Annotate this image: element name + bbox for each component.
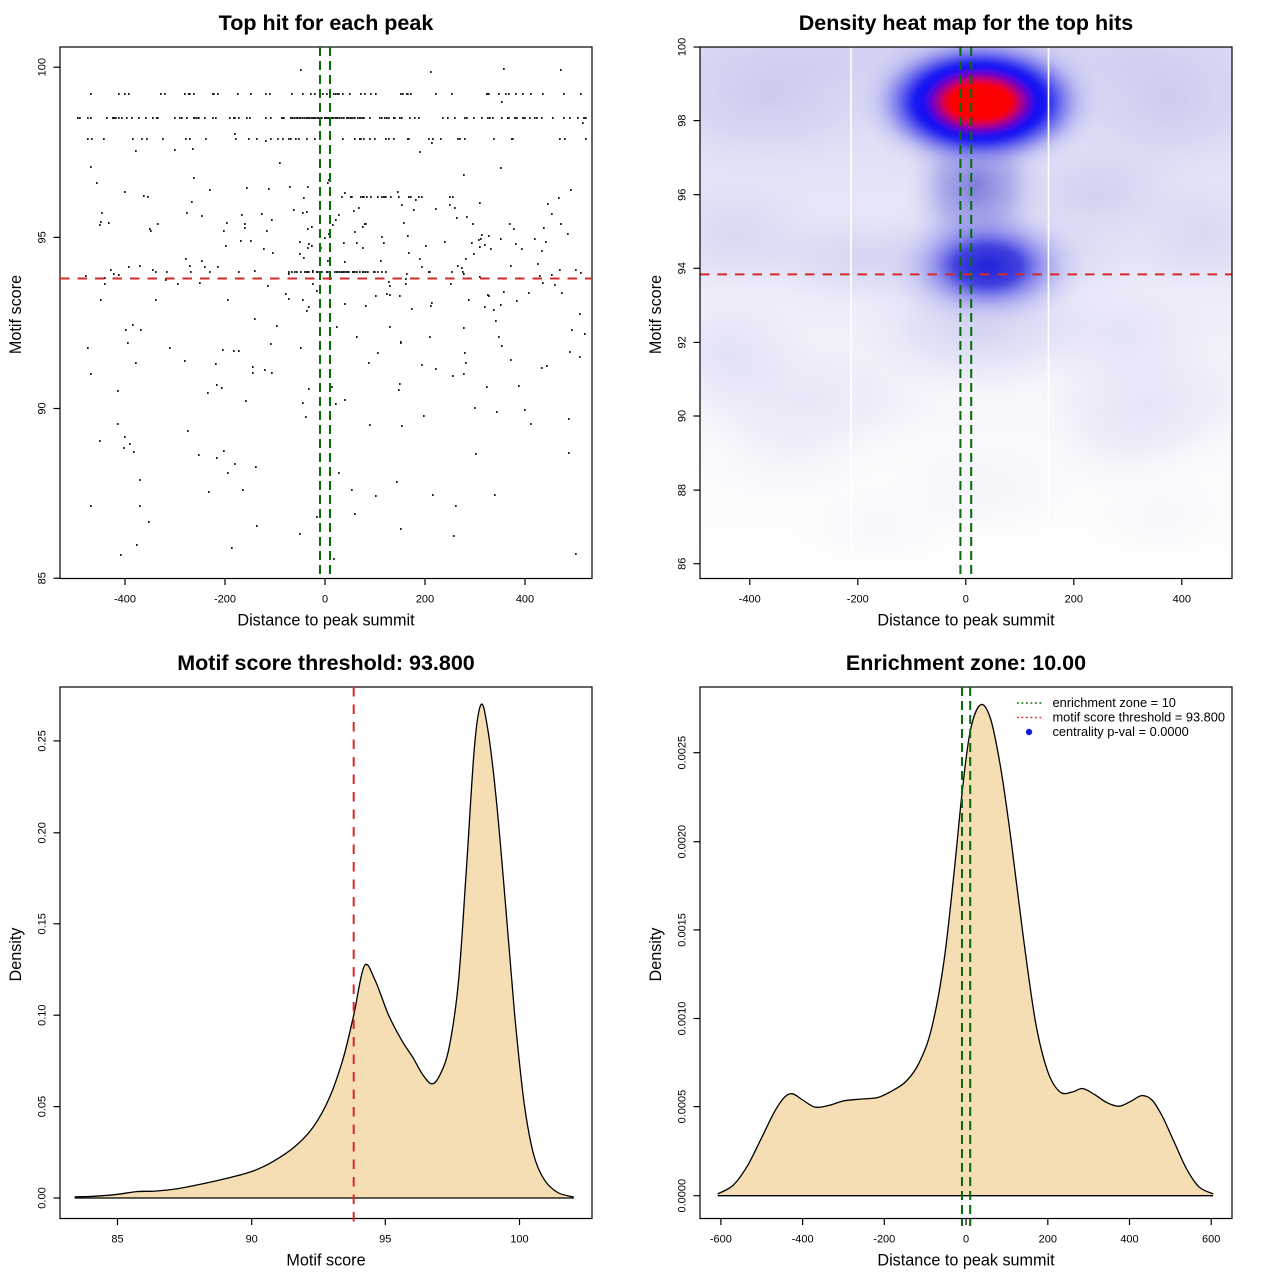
svg-text:-600: -600 xyxy=(710,1234,732,1246)
svg-text:94: 94 xyxy=(677,262,689,274)
svg-text:motif score threshold = 93.800: motif score threshold = 93.800 xyxy=(1053,710,1226,725)
svg-text:Enrichment zone: 10.00: Enrichment zone: 10.00 xyxy=(846,651,1086,675)
svg-text:Density: Density xyxy=(647,927,665,982)
svg-text:-200: -200 xyxy=(873,1234,895,1246)
svg-text:92: 92 xyxy=(677,336,689,348)
svg-text:Distance to peak summit: Distance to peak summit xyxy=(237,612,415,630)
svg-text:0.15: 0.15 xyxy=(37,913,49,934)
svg-text:Motif score: Motif score xyxy=(647,275,665,354)
svg-text:0: 0 xyxy=(322,594,328,606)
svg-text:85: 85 xyxy=(37,572,49,584)
svg-text:-400: -400 xyxy=(739,594,761,606)
svg-text:90: 90 xyxy=(677,410,689,422)
svg-text:Motif score: Motif score xyxy=(7,275,25,354)
svg-text:88: 88 xyxy=(677,484,689,496)
svg-text:Top hit for each peak: Top hit for each peak xyxy=(219,11,434,35)
svg-text:Motif score: Motif score xyxy=(286,1252,365,1270)
svg-text:96: 96 xyxy=(677,189,689,201)
svg-text:0: 0 xyxy=(963,594,969,606)
svg-text:90: 90 xyxy=(37,402,49,414)
svg-text:0.05: 0.05 xyxy=(37,1096,49,1117)
svg-text:0.0000: 0.0000 xyxy=(677,1179,689,1213)
svg-text:200: 200 xyxy=(1065,594,1083,606)
svg-text:95: 95 xyxy=(37,231,49,243)
svg-text:Density: Density xyxy=(7,927,25,982)
svg-text:-200: -200 xyxy=(214,594,236,606)
svg-text:0.10: 0.10 xyxy=(37,1004,49,1025)
svg-text:0.0005: 0.0005 xyxy=(677,1090,689,1124)
svg-text:200: 200 xyxy=(416,594,434,606)
svg-text:Motif score threshold: 93.800: Motif score threshold: 93.800 xyxy=(177,651,475,675)
svg-text:0.0010: 0.0010 xyxy=(677,1002,689,1036)
svg-text:0.20: 0.20 xyxy=(37,822,49,843)
svg-text:0.00: 0.00 xyxy=(37,1187,49,1208)
svg-text:0.25: 0.25 xyxy=(37,730,49,751)
svg-text:0.0015: 0.0015 xyxy=(677,913,689,947)
svg-text:100: 100 xyxy=(37,58,49,76)
svg-text:-400: -400 xyxy=(114,594,136,606)
svg-text:0.0020: 0.0020 xyxy=(677,825,689,859)
svg-text:Distance to peak summit: Distance to peak summit xyxy=(877,1252,1055,1270)
svg-text:200: 200 xyxy=(1039,1234,1057,1246)
svg-text:400: 400 xyxy=(516,594,534,606)
svg-text:Distance to peak summit: Distance to peak summit xyxy=(877,612,1055,630)
svg-text:Density heat map for the top h: Density heat map for the top hits xyxy=(799,11,1134,35)
svg-text:enrichment zone = 10: enrichment zone = 10 xyxy=(1053,695,1176,710)
svg-text:85: 85 xyxy=(111,1234,123,1246)
svg-text:-400: -400 xyxy=(792,1234,814,1246)
svg-text:86: 86 xyxy=(677,558,689,570)
svg-text:0: 0 xyxy=(963,1234,969,1246)
svg-text:100: 100 xyxy=(510,1234,528,1246)
svg-text:-200: -200 xyxy=(847,594,869,606)
svg-text:400: 400 xyxy=(1173,594,1191,606)
svg-text:400: 400 xyxy=(1120,1234,1138,1246)
svg-text:98: 98 xyxy=(677,114,689,126)
svg-text:600: 600 xyxy=(1202,1234,1220,1246)
svg-text:centrality p-val = 0.0000: centrality p-val = 0.0000 xyxy=(1053,724,1189,739)
svg-text:90: 90 xyxy=(246,1234,258,1246)
svg-text:100: 100 xyxy=(677,38,689,56)
svg-text:0.0025: 0.0025 xyxy=(677,736,689,770)
svg-text:95: 95 xyxy=(379,1234,391,1246)
